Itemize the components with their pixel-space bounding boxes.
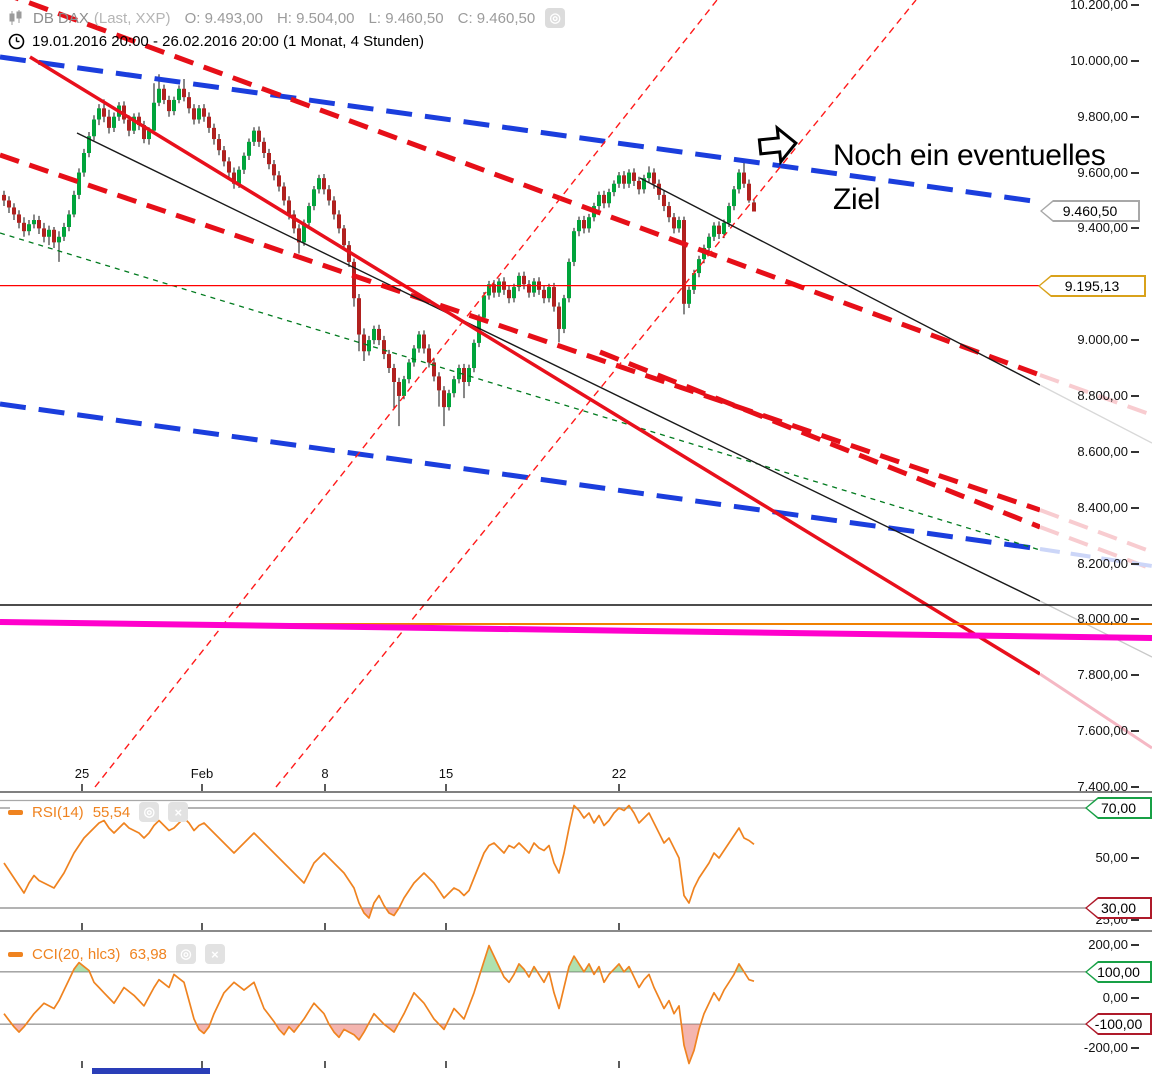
price-tag-value: 100,00 — [1087, 963, 1150, 981]
candlestick-chart-icon — [9, 10, 22, 25]
date-axis-label: 25 — [74, 766, 90, 781]
rsi-remove-button[interactable]: × — [168, 802, 189, 822]
rsi-curve — [3, 804, 755, 919]
rsi-value: 55,54 — [92, 803, 131, 821]
instrument-header: DB DAX (Last, XXP) O: 9.493,00 H: 9.504,… — [8, 8, 566, 28]
rsi-settings-button[interactable]: ◎ — [139, 802, 160, 822]
axis-tick — [1131, 1047, 1139, 1049]
price-axis-label: 7.600,00 — [1077, 723, 1128, 739]
price-axis-label: 8.600,00 — [1077, 443, 1128, 459]
axis-tick — [1131, 227, 1139, 230]
price-axis-label: 9.600,00 — [1077, 164, 1128, 180]
axis-tick — [1131, 4, 1139, 6]
date-axis-label: 8 — [321, 766, 329, 781]
ohlc-close: C: 9.460,50 — [457, 9, 536, 27]
axis-tick — [1131, 506, 1139, 509]
axis-tick — [1131, 450, 1139, 453]
instrument-name: DB DAX — [33, 9, 89, 27]
price-tag-value: 9.195,13 — [1040, 277, 1144, 295]
price-tag-value: 70,00 — [1087, 799, 1150, 817]
price-axis-label: 9.800,00 — [1077, 108, 1128, 124]
price-tag: -100,00 — [1085, 1013, 1152, 1035]
annotation-line-1: Noch ein eventuelles — [833, 139, 1106, 172]
price-tag: 30,00 — [1085, 897, 1152, 919]
series-type: (Last, XXP) — [93, 9, 171, 27]
price-axis-label: 9.000,00 — [1077, 332, 1128, 348]
axis-tick — [1131, 394, 1139, 397]
trend-lines — [0, 0, 1040, 788]
price-axis-label: 10.000,00 — [1070, 52, 1128, 68]
price-tag-value: 30,00 — [1087, 899, 1150, 917]
cci-axis-label: 0,00 — [1102, 990, 1128, 1005]
price-tag: 100,00 — [1085, 961, 1152, 983]
price-tag: 9.460,50 — [1040, 200, 1140, 222]
price-axis-label: 8.400,00 — [1077, 499, 1128, 515]
axis-tick — [1131, 618, 1139, 621]
axis-tick — [1131, 785, 1139, 788]
rsi-axis-label: 50,00 — [1095, 850, 1128, 865]
price-axis-label: 8.800,00 — [1077, 387, 1128, 403]
price-tag-value: 9.460,50 — [1042, 202, 1138, 220]
axis-tick — [1131, 171, 1139, 174]
ohlc-open: O: 9.493,00 — [184, 9, 263, 27]
axis-tick — [1131, 115, 1139, 118]
date-axis-label: Feb — [190, 766, 214, 781]
date-range-text: 19.01.2016 20:00 - 26.02.2016 20:00 (1 M… — [32, 33, 424, 50]
instrument-settings-button[interactable]: ◎ — [545, 8, 566, 28]
cci-curve — [3, 944, 755, 1065]
cci-label: CCI(20, hlc3) — [32, 945, 121, 963]
price-tag: 9.195,13 — [1038, 275, 1146, 297]
date-axis-label: 15 — [438, 766, 454, 781]
axis-tick — [1131, 562, 1139, 565]
price-axis-label: 8.200,00 — [1077, 555, 1128, 571]
rsi-color-swatch-icon — [8, 809, 23, 815]
axis-tick — [1131, 339, 1139, 342]
block-arrow-annotation[interactable] — [757, 121, 801, 169]
price-axis-label: 10.200,00 — [1070, 0, 1128, 12]
axis-tick — [1131, 59, 1139, 62]
chart-text-annotation[interactable]: Noch ein eventuelles Ziel — [833, 134, 1106, 222]
price-axis-label: 9.400,00 — [1077, 220, 1128, 236]
cci-color-swatch-icon — [8, 951, 23, 957]
rsi-label: RSI(14) — [32, 803, 84, 821]
price-tag: 70,00 — [1085, 797, 1152, 819]
cci-remove-button[interactable]: × — [204, 944, 225, 964]
cci-indicator-legend: CCI(20, hlc3) 63,98 ◎ × — [8, 944, 225, 964]
cci-settings-button[interactable]: ◎ — [175, 944, 196, 964]
ohlc-low: L: 9.460,50 — [368, 9, 444, 27]
price-axis-label: 8.000,00 — [1077, 611, 1128, 627]
horizontal-scrollbar-thumb[interactable] — [92, 1068, 210, 1074]
axis-tick — [1131, 944, 1139, 946]
price-axis-label: 7.400,00 — [1077, 778, 1128, 794]
ohlc-high: H: 9.504,00 — [276, 9, 355, 27]
date-axis-label: 22 — [611, 766, 627, 781]
rsi-indicator-legend: RSI(14) 55,54 ◎ × — [8, 802, 189, 822]
axis-tick — [1131, 857, 1139, 859]
clock-icon — [8, 33, 25, 50]
annotation-line-2: Ziel — [833, 183, 881, 216]
cci-value: 63,98 — [129, 945, 167, 963]
date-range-header: 19.01.2016 20:00 - 26.02.2016 20:00 (1 M… — [8, 33, 424, 50]
candlesticks — [2, 74, 756, 427]
axis-tick — [1131, 919, 1139, 921]
cci-axis-label: 200,00 — [1088, 937, 1128, 952]
price-axis-label: 7.800,00 — [1077, 667, 1128, 683]
price-tag-value: -100,00 — [1087, 1015, 1150, 1033]
axis-tick — [1131, 730, 1139, 733]
cci-axis-label: -200,00 — [1083, 1040, 1128, 1055]
axis-tick — [1131, 997, 1139, 999]
axis-tick — [1131, 674, 1139, 677]
